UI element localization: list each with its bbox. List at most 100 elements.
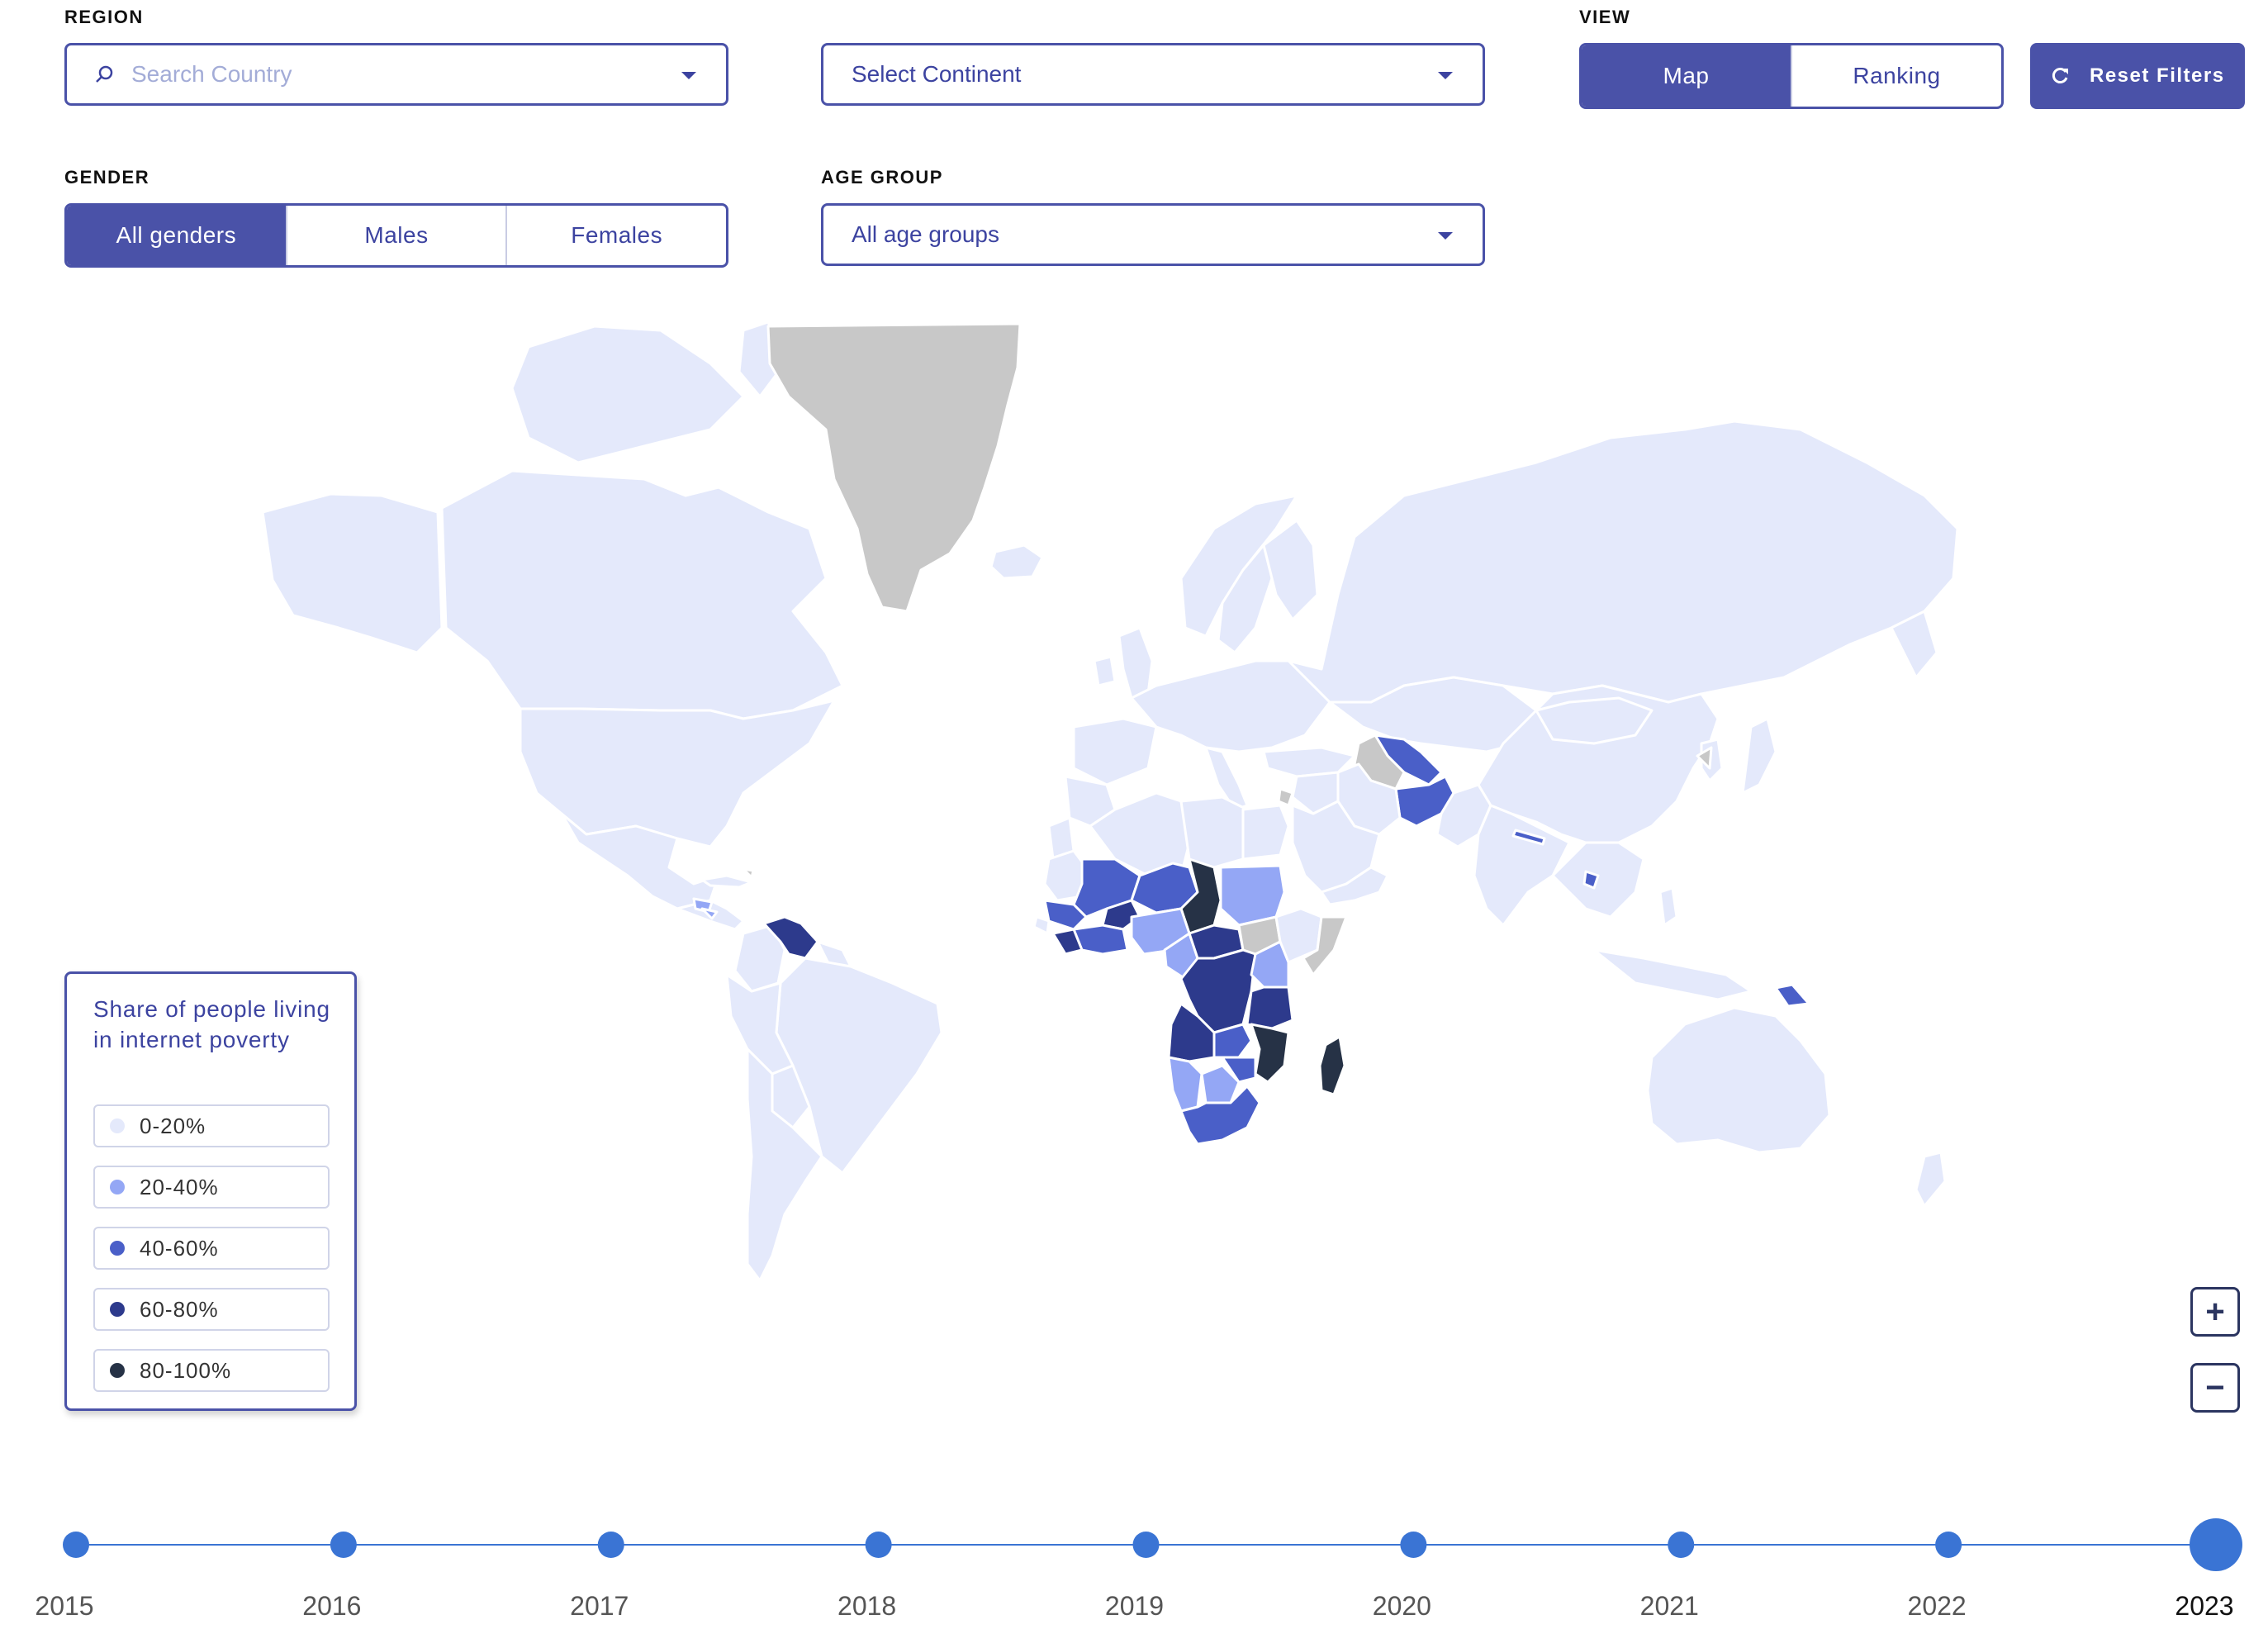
country-somalia[interactable] [1302, 915, 1348, 976]
country-zimbabwe[interactable] [1221, 1056, 1257, 1084]
country-spain-portugal[interactable] [1072, 717, 1158, 786]
timeline-year-label[interactable]: 2020 [1372, 1591, 1431, 1621]
country-italy[interactable] [1204, 746, 1249, 811]
legend-item-80-100[interactable]: 80-100% [93, 1349, 330, 1392]
timeline-point[interactable] [865, 1532, 892, 1558]
legend-item-20-40[interactable]: 20-40% [93, 1166, 330, 1209]
continent-select[interactable]: Select Continent [821, 43, 1485, 106]
country-yemen-oman[interactable] [1320, 866, 1389, 906]
country-canada-arctic-islands[interactable] [510, 325, 745, 464]
country-search-dropdown[interactable]: Search Country [64, 43, 728, 106]
country-greenland[interactable] [766, 322, 1022, 613]
timeline-point[interactable] [597, 1532, 624, 1558]
country-europe-west[interactable] [1130, 659, 1331, 753]
country-canada[interactable] [440, 469, 844, 720]
legend-item-0-20[interactable]: 0-20% [93, 1104, 330, 1147]
country-namibia[interactable] [1167, 1056, 1203, 1113]
legend-item-40-60[interactable]: 40-60% [93, 1227, 330, 1270]
timeline-point[interactable] [1132, 1532, 1160, 1558]
search-input[interactable]: Search Country [131, 61, 292, 87]
country-north-korea[interactable] [1696, 746, 1713, 770]
legend-swatch [110, 1118, 125, 1133]
country-mexico[interactable] [560, 812, 720, 910]
zoom-out-button[interactable]: − [2190, 1363, 2240, 1413]
minus-icon: − [2205, 1369, 2225, 1406]
year-timeline[interactable] [0, 1503, 2268, 1586]
country-ireland[interactable] [1093, 655, 1117, 687]
reset-filters-button[interactable]: Reset Filters [2030, 43, 2245, 109]
country-botswana[interactable] [1200, 1064, 1241, 1104]
country-russia[interactable] [1287, 420, 1959, 704]
country-nepal-bangladesh[interactable] [1511, 829, 1546, 846]
country-southeast-asia[interactable] [1551, 841, 1645, 919]
country-south-africa[interactable] [1179, 1085, 1261, 1146]
country-finland[interactable] [1262, 519, 1319, 621]
timeline-year-label[interactable]: 2021 [1639, 1591, 1699, 1621]
country-new-zealand[interactable] [1915, 1151, 1947, 1208]
gender-males-button[interactable]: Males [285, 206, 506, 265]
timeline-point[interactable] [1935, 1532, 1962, 1558]
gender-label: GENDER [64, 167, 150, 188]
timeline-year-label[interactable]: 2015 [35, 1591, 94, 1621]
world-map[interactable] [0, 314, 2268, 1305]
timeline-point[interactable] [1400, 1532, 1427, 1558]
country-sweden[interactable] [1217, 544, 1274, 654]
country-libya[interactable] [1179, 796, 1249, 869]
plus-icon: + [2205, 1293, 2225, 1330]
view-label: VIEW [1579, 7, 1631, 27]
view-ranking-button[interactable]: Ranking [1791, 45, 2001, 107]
country-united-kingdom[interactable] [1117, 626, 1154, 700]
gender-all-button[interactable]: All genders [67, 206, 286, 265]
country-argentina-chile[interactable] [746, 1047, 823, 1282]
country-papua-new-guinea[interactable] [1774, 983, 1810, 1008]
region-label: REGION [64, 7, 144, 27]
age-group-select[interactable]: All age groups [821, 203, 1485, 266]
gender-toggle[interactable]: All genders Males Females [64, 203, 728, 268]
country-venezuela[interactable] [762, 915, 819, 960]
country-russia-kamchatka[interactable] [1890, 610, 1938, 679]
timeline-year-label[interactable]: 2016 [302, 1591, 362, 1621]
country-egypt[interactable] [1241, 804, 1290, 861]
timeline-point-selected[interactable] [2190, 1518, 2242, 1571]
country-mongolia[interactable] [1535, 696, 1654, 745]
legend-item-60-80[interactable]: 60-80% [93, 1288, 330, 1331]
timeline-year-label[interactable]: 2017 [570, 1591, 629, 1621]
country-panama[interactable] [700, 907, 719, 920]
timeline-year-label[interactable]: 2019 [1104, 1591, 1165, 1621]
gender-females-button[interactable]: Females [505, 206, 726, 265]
timeline-point[interactable] [1668, 1532, 1695, 1558]
country-myanmar-laos[interactable] [1582, 870, 1600, 890]
country-liberia-sierra-leone[interactable] [1051, 928, 1084, 956]
timeline-year-label[interactable]: 2022 [1907, 1591, 1967, 1621]
country-haiti[interactable] [742, 867, 755, 879]
chevron-down-icon [681, 72, 696, 79]
zoom-in-button[interactable]: + [2190, 1287, 2240, 1337]
view-map-button[interactable]: Map [1582, 45, 1791, 107]
timeline-year-label[interactable]: 2023 [2175, 1591, 2234, 1621]
country-angola[interactable] [1167, 1002, 1216, 1063]
map-legend: Share of people living in internet pover… [64, 971, 357, 1411]
country-malawi-mozambique[interactable] [1250, 1023, 1290, 1084]
country-zambia[interactable] [1212, 1023, 1253, 1059]
legend-item-label: 80-100% [140, 1357, 232, 1383]
country-usa-alaska[interactable] [261, 492, 444, 654]
country-israel-palestine[interactable] [1277, 787, 1294, 807]
country-indonesia[interactable] [1592, 948, 1753, 1001]
reset-filters-label: Reset Filters [2090, 64, 2225, 87]
timeline-year-label[interactable]: 2018 [837, 1591, 897, 1621]
refresh-icon [2052, 68, 2068, 83]
age-group-select-label: All age groups [852, 221, 1000, 247]
timeline-point[interactable] [330, 1532, 357, 1558]
country-senegal-guinea[interactable] [1043, 899, 1088, 931]
country-guinea-bissau[interactable] [1032, 915, 1051, 935]
country-cuba[interactable] [700, 874, 753, 889]
country-madagascar[interactable] [1318, 1035, 1346, 1096]
country-japan[interactable] [1741, 717, 1777, 795]
legend-item-label: 0-20% [140, 1113, 206, 1138]
country-australia[interactable] [1646, 1006, 1831, 1154]
timeline-point[interactable] [63, 1532, 89, 1558]
country-philippines[interactable] [1658, 886, 1678, 927]
country-iceland[interactable] [989, 544, 1044, 580]
view-toggle[interactable]: Map Ranking [1579, 43, 2004, 109]
country-tanzania[interactable] [1246, 985, 1294, 1030]
